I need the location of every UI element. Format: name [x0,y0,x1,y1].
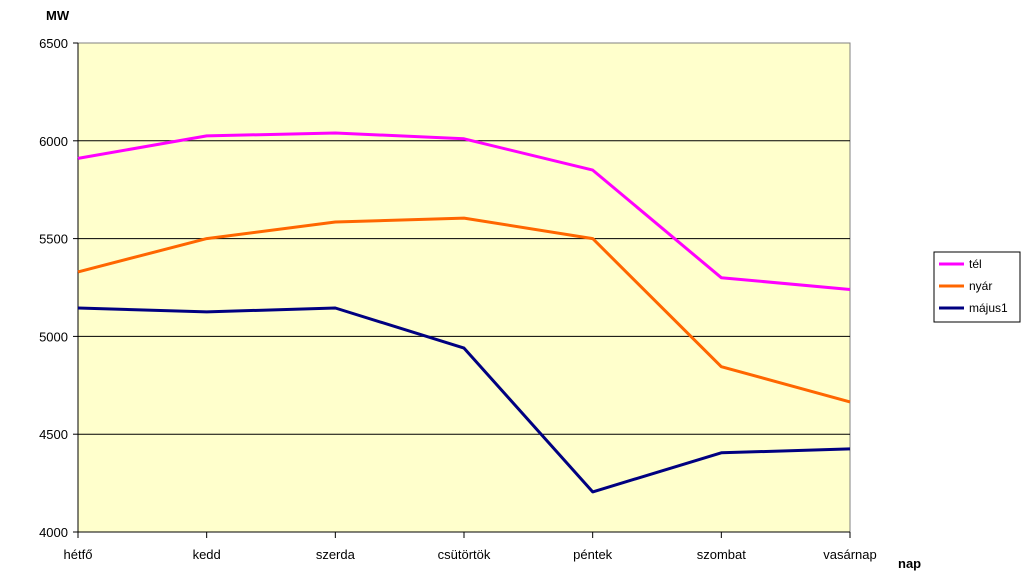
legend-label: tél [969,257,982,271]
x-tick-label: szombat [697,547,747,562]
x-tick-label: csütörtök [438,547,491,562]
series-line-0 [77,131,851,291]
y-tick-label: 6000 [39,134,68,149]
x-tick-label: péntek [573,547,613,562]
y-tick-label: 6500 [39,36,68,51]
series-line-2 [77,306,851,494]
y-axis-title: MW [46,8,70,23]
series-lines [77,131,851,494]
plot-area [77,42,851,533]
legend-label: május1 [969,301,1008,315]
x-axis: hétfő kedd szerda csütörtök péntek szombat vas… [64,531,877,562]
y-tick-label: 4000 [39,525,68,540]
series-line-1 [77,216,851,404]
y-tick-label: 4500 [39,427,68,442]
y-axis: 4000 4500 5000 5500 6000 6500 [39,36,79,540]
y-tick-label: 5500 [39,232,68,247]
x-axis-title: nap [898,556,921,571]
x-tick-label: vasárnap [823,547,876,562]
y-tick-label: 5000 [39,329,68,344]
legend-label: nyár [969,279,992,293]
x-tick-label: kedd [193,547,221,562]
x-tick-label: szerda [316,547,356,562]
x-tick-label: hétfő [64,547,93,562]
legend: tél nyár május1 [933,251,1021,323]
